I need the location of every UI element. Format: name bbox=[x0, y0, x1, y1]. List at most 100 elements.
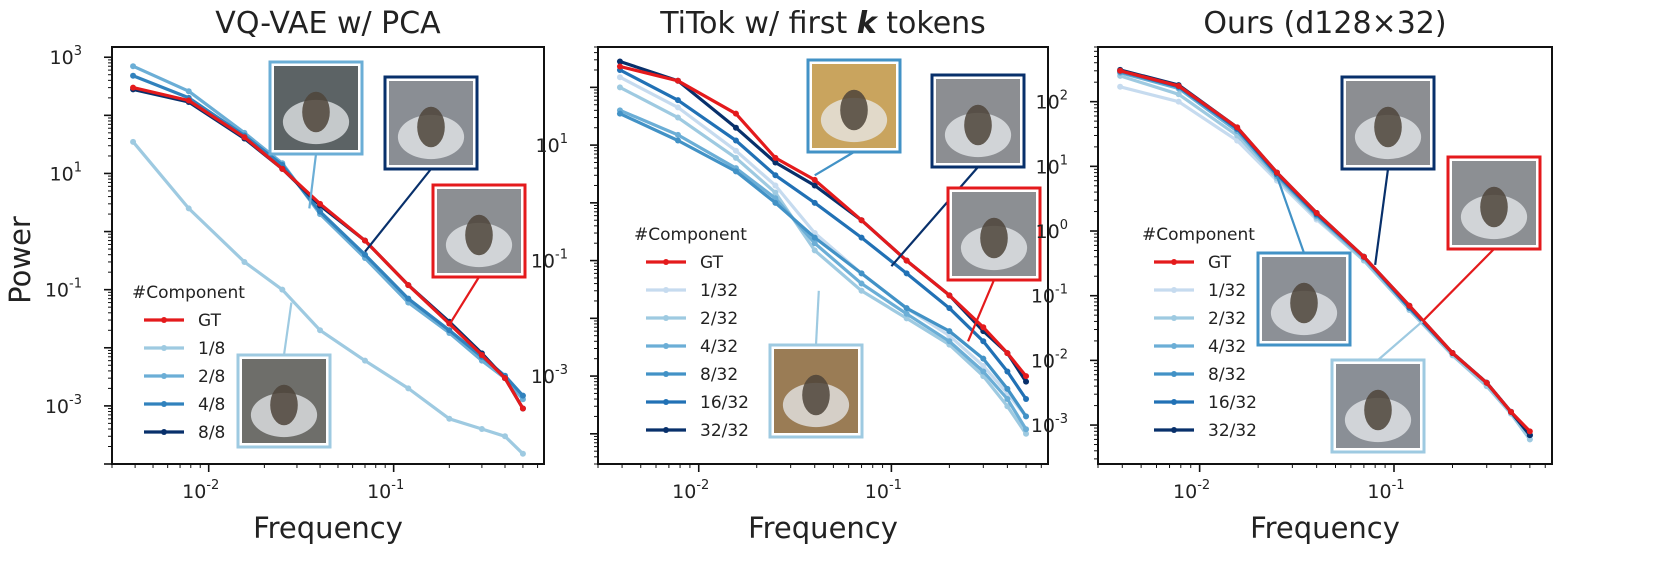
data-point bbox=[980, 355, 987, 362]
data-point bbox=[446, 327, 453, 334]
data-point bbox=[130, 84, 137, 91]
legend-label: 1/32 bbox=[700, 281, 738, 301]
data-point bbox=[674, 104, 681, 111]
data-point bbox=[1023, 426, 1030, 433]
data-point bbox=[732, 154, 739, 161]
tick-base: 10 bbox=[1173, 481, 1197, 503]
data-point bbox=[772, 159, 779, 166]
y-tick-label: 10-1 bbox=[45, 277, 82, 302]
data-point bbox=[1449, 350, 1456, 357]
data-point bbox=[362, 237, 369, 244]
legend-label: 8/32 bbox=[1208, 365, 1246, 385]
legend-label: 16/32 bbox=[700, 393, 749, 413]
series-line bbox=[1119, 69, 1532, 433]
data-point bbox=[130, 138, 137, 145]
data-point bbox=[130, 63, 137, 70]
data-point bbox=[1483, 379, 1490, 386]
data-point bbox=[772, 189, 779, 196]
legend-entry: GT bbox=[144, 311, 222, 331]
data-point bbox=[362, 251, 369, 258]
data-point bbox=[903, 305, 910, 312]
y-tick-label: 10-1 bbox=[1031, 283, 1068, 308]
series-1-of-8 bbox=[130, 138, 526, 457]
data-point bbox=[811, 176, 818, 183]
tick-base: 10 bbox=[1036, 221, 1060, 243]
inset-1-32 bbox=[768, 290, 864, 439]
data-point bbox=[1023, 413, 1030, 420]
x-tick-label: 10-1 bbox=[1367, 478, 1404, 503]
data-point bbox=[502, 433, 509, 440]
tick-base: 10 bbox=[1367, 481, 1391, 503]
data-point bbox=[811, 240, 818, 247]
title-part: TiTok w/ first bbox=[659, 6, 857, 41]
legend-marker bbox=[663, 343, 669, 349]
tick-base: 10 bbox=[45, 396, 69, 418]
title-part: k bbox=[857, 6, 879, 41]
data-point bbox=[1406, 302, 1413, 309]
data-point bbox=[1175, 98, 1182, 105]
inset-8-32 bbox=[1256, 175, 1352, 347]
tick-base: 10 bbox=[536, 135, 560, 157]
inset-1-32 bbox=[1330, 320, 1426, 454]
data-point bbox=[1004, 385, 1011, 392]
x-axis-label: Frequency bbox=[253, 511, 403, 545]
title-part: tokens bbox=[877, 6, 986, 41]
legend-entry: 1/32 bbox=[1154, 281, 1246, 301]
tick-base: 10 bbox=[531, 366, 555, 388]
legend-label: 32/32 bbox=[700, 421, 749, 441]
legend-marker bbox=[663, 399, 669, 405]
plot-frame bbox=[111, 46, 545, 465]
plot-frame bbox=[597, 46, 1049, 465]
legend-label: 4/32 bbox=[1208, 337, 1246, 357]
tick-base: 10 bbox=[1031, 415, 1055, 437]
data-point bbox=[903, 257, 910, 264]
data-point bbox=[732, 137, 739, 144]
data-point bbox=[362, 357, 369, 364]
tick-base: 10 bbox=[50, 47, 74, 69]
tick-exponent: -3 bbox=[1055, 412, 1068, 427]
tick-base: 10 bbox=[672, 481, 696, 503]
legend-label: GT bbox=[198, 311, 222, 331]
legend-marker bbox=[663, 427, 669, 433]
legend-marker bbox=[663, 259, 669, 265]
legend-marker bbox=[161, 345, 167, 351]
data-point bbox=[858, 234, 865, 241]
legend-label: 1/8 bbox=[198, 339, 225, 359]
data-point bbox=[446, 415, 453, 422]
legend-title: #Component bbox=[1142, 225, 1255, 245]
inset-4-32 bbox=[806, 58, 902, 177]
inset-connector bbox=[448, 276, 480, 326]
legend-marker bbox=[161, 401, 167, 407]
data-point bbox=[478, 352, 485, 359]
data-point bbox=[1175, 91, 1182, 98]
data-point bbox=[980, 338, 987, 345]
data-point bbox=[1004, 350, 1011, 357]
data-point bbox=[502, 375, 509, 382]
data-point bbox=[185, 205, 192, 212]
data-point bbox=[1508, 408, 1515, 415]
y-tick-label: 103 bbox=[50, 44, 82, 69]
shared-y-axis-label: Power bbox=[3, 216, 37, 304]
data-point bbox=[1023, 378, 1030, 385]
legend-entry: 8/32 bbox=[1154, 365, 1246, 385]
data-point bbox=[279, 165, 286, 172]
data-point bbox=[858, 280, 865, 287]
legend-marker bbox=[161, 429, 167, 435]
inset-cat-shape bbox=[465, 214, 493, 256]
y-tick-label: 10-3 bbox=[45, 393, 82, 418]
legend: #Component GT 1/32 2/32 4/32 8/32 16/32 32/32 bbox=[1142, 225, 1257, 441]
data-point bbox=[519, 450, 526, 457]
data-point bbox=[732, 110, 739, 117]
data-point bbox=[903, 270, 910, 277]
y-tick-label: 101 bbox=[536, 132, 568, 157]
y-tick-label: 101 bbox=[50, 160, 82, 185]
inset-cat-shape bbox=[1290, 282, 1318, 324]
tick-exponent: 0 bbox=[1060, 218, 1068, 233]
y-tick-label: 10-1 bbox=[531, 248, 568, 273]
legend-marker bbox=[1171, 371, 1177, 377]
inset-cat-shape bbox=[302, 91, 330, 133]
y-tick-label: 102 bbox=[1036, 89, 1068, 114]
data-point bbox=[616, 84, 623, 91]
tick-exponent: -1 bbox=[555, 248, 568, 263]
